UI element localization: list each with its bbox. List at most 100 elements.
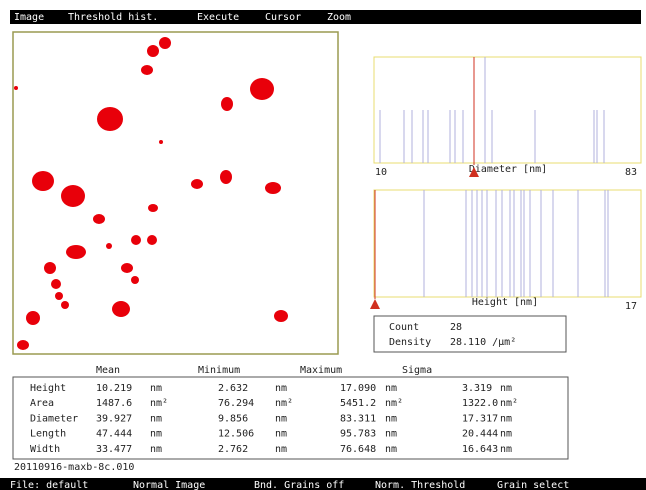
grain [66, 245, 86, 259]
stats-cell: 3.319 [462, 383, 492, 394]
stats-cell: Height [30, 383, 66, 394]
stats-cell: 16.643 [462, 444, 498, 455]
grain [121, 263, 133, 273]
stats-cell: 76.294 [218, 398, 254, 409]
grain [147, 45, 159, 57]
summary-value: 28.110 /µm² [450, 337, 516, 348]
status-item: File: default [10, 480, 88, 490]
stats-cell: nm [150, 444, 162, 455]
status-item: Normal Image [133, 480, 205, 490]
grain [141, 65, 153, 75]
stats-header: Sigma [402, 365, 432, 376]
axis-label: Diameter [nm] [469, 164, 547, 175]
stats-cell: nm [150, 383, 162, 394]
grain [274, 310, 288, 322]
axis-max: 83 [625, 167, 637, 178]
grain [61, 185, 85, 207]
grain [93, 214, 105, 224]
stats-cell: nm [275, 429, 287, 440]
stats-cell: 2.762 [218, 444, 248, 455]
stats-cell: 10.219 [96, 383, 132, 394]
stats-cell: 17.317 [462, 413, 498, 424]
grain [131, 276, 139, 284]
grain [106, 243, 112, 249]
stats-cell: nm [385, 383, 397, 394]
threshold-marker[interactable] [370, 299, 380, 309]
stats-cell: nm [275, 413, 287, 424]
stats-cell: 2.632 [218, 383, 248, 394]
grain [44, 262, 56, 274]
stats-header: Minimum [198, 365, 240, 376]
stats-header: Maximum [300, 365, 342, 376]
axis-min: 10 [375, 167, 387, 178]
stats-cell: nm [500, 413, 512, 424]
menu-item[interactable]: Execute [197, 12, 239, 23]
grain [220, 170, 232, 184]
stats-cell: 1322.0 [462, 398, 498, 409]
stats-cell: 76.648 [340, 444, 376, 455]
grain [51, 279, 61, 289]
grain [17, 340, 29, 350]
stats-cell: nm [500, 383, 512, 394]
stats-cell: 83.311 [340, 413, 376, 424]
grain [148, 204, 158, 212]
stats-cell: nm [385, 413, 397, 424]
menu-item[interactable]: Cursor [265, 12, 301, 23]
stats-cell: nm [500, 444, 512, 455]
stats-cell: Diameter [30, 413, 78, 424]
stats-cell: 20.444 [462, 429, 498, 440]
height-histogram [374, 190, 641, 297]
diameter-histogram [374, 57, 641, 163]
stats-cell: nm [500, 429, 512, 440]
grain [32, 171, 54, 191]
grain [61, 301, 69, 309]
summary-value: 28 [450, 322, 462, 333]
status-item: Grain select [497, 480, 569, 490]
menu-item[interactable]: Threshold hist. [68, 12, 158, 23]
grain [159, 37, 171, 49]
grain [221, 97, 233, 111]
grain [250, 78, 274, 100]
stats-cell: nm² [275, 398, 293, 409]
grain [97, 107, 123, 131]
menu-item[interactable]: Image [14, 12, 44, 23]
filename: 20110916-maxb-8c.010 [14, 462, 134, 473]
axis-label: Height [nm] [472, 297, 538, 308]
stats-cell: 33.477 [96, 444, 132, 455]
grain [191, 179, 203, 189]
stats-cell: 5451.2 [340, 398, 376, 409]
stats-cell: 12.506 [218, 429, 254, 440]
stats-cell: Width [30, 444, 60, 455]
stats-cell: 95.783 [340, 429, 376, 440]
status-item: Bnd. Grains off [254, 480, 344, 490]
summary-label: Density [389, 337, 431, 348]
stats-cell: 17.090 [340, 383, 376, 394]
app-window: 20110916-maxb-8c.010 10 Diameter [nm] 83… [0, 0, 646, 490]
grain [131, 235, 141, 245]
stats-cell: nm² [500, 398, 518, 409]
stats-cell: 9.856 [218, 413, 248, 424]
status-item: Norm. Threshold [375, 480, 465, 490]
grain [265, 182, 281, 194]
menu-item[interactable]: Zoom [327, 12, 351, 23]
grain [26, 311, 40, 325]
stats-cell: nm [275, 383, 287, 394]
stats-cell: nm [150, 429, 162, 440]
grain [159, 140, 163, 144]
grain [147, 235, 157, 245]
grain [14, 86, 18, 90]
stats-cell: nm [385, 429, 397, 440]
stats-cell: 47.444 [96, 429, 132, 440]
stats-cell: Length [30, 429, 66, 440]
stats-cell: 1487.6 [96, 398, 132, 409]
stats-cell: nm [275, 444, 287, 455]
stats-cell: nm [385, 444, 397, 455]
stats-cell: nm [150, 413, 162, 424]
grain [112, 301, 130, 317]
grain [55, 292, 63, 300]
stats-header: Mean [96, 365, 120, 376]
stats-cell: nm² [150, 398, 168, 409]
axis-max: 17 [625, 301, 637, 312]
summary-label: Count [389, 322, 419, 333]
stats-cell: 39.927 [96, 413, 132, 424]
